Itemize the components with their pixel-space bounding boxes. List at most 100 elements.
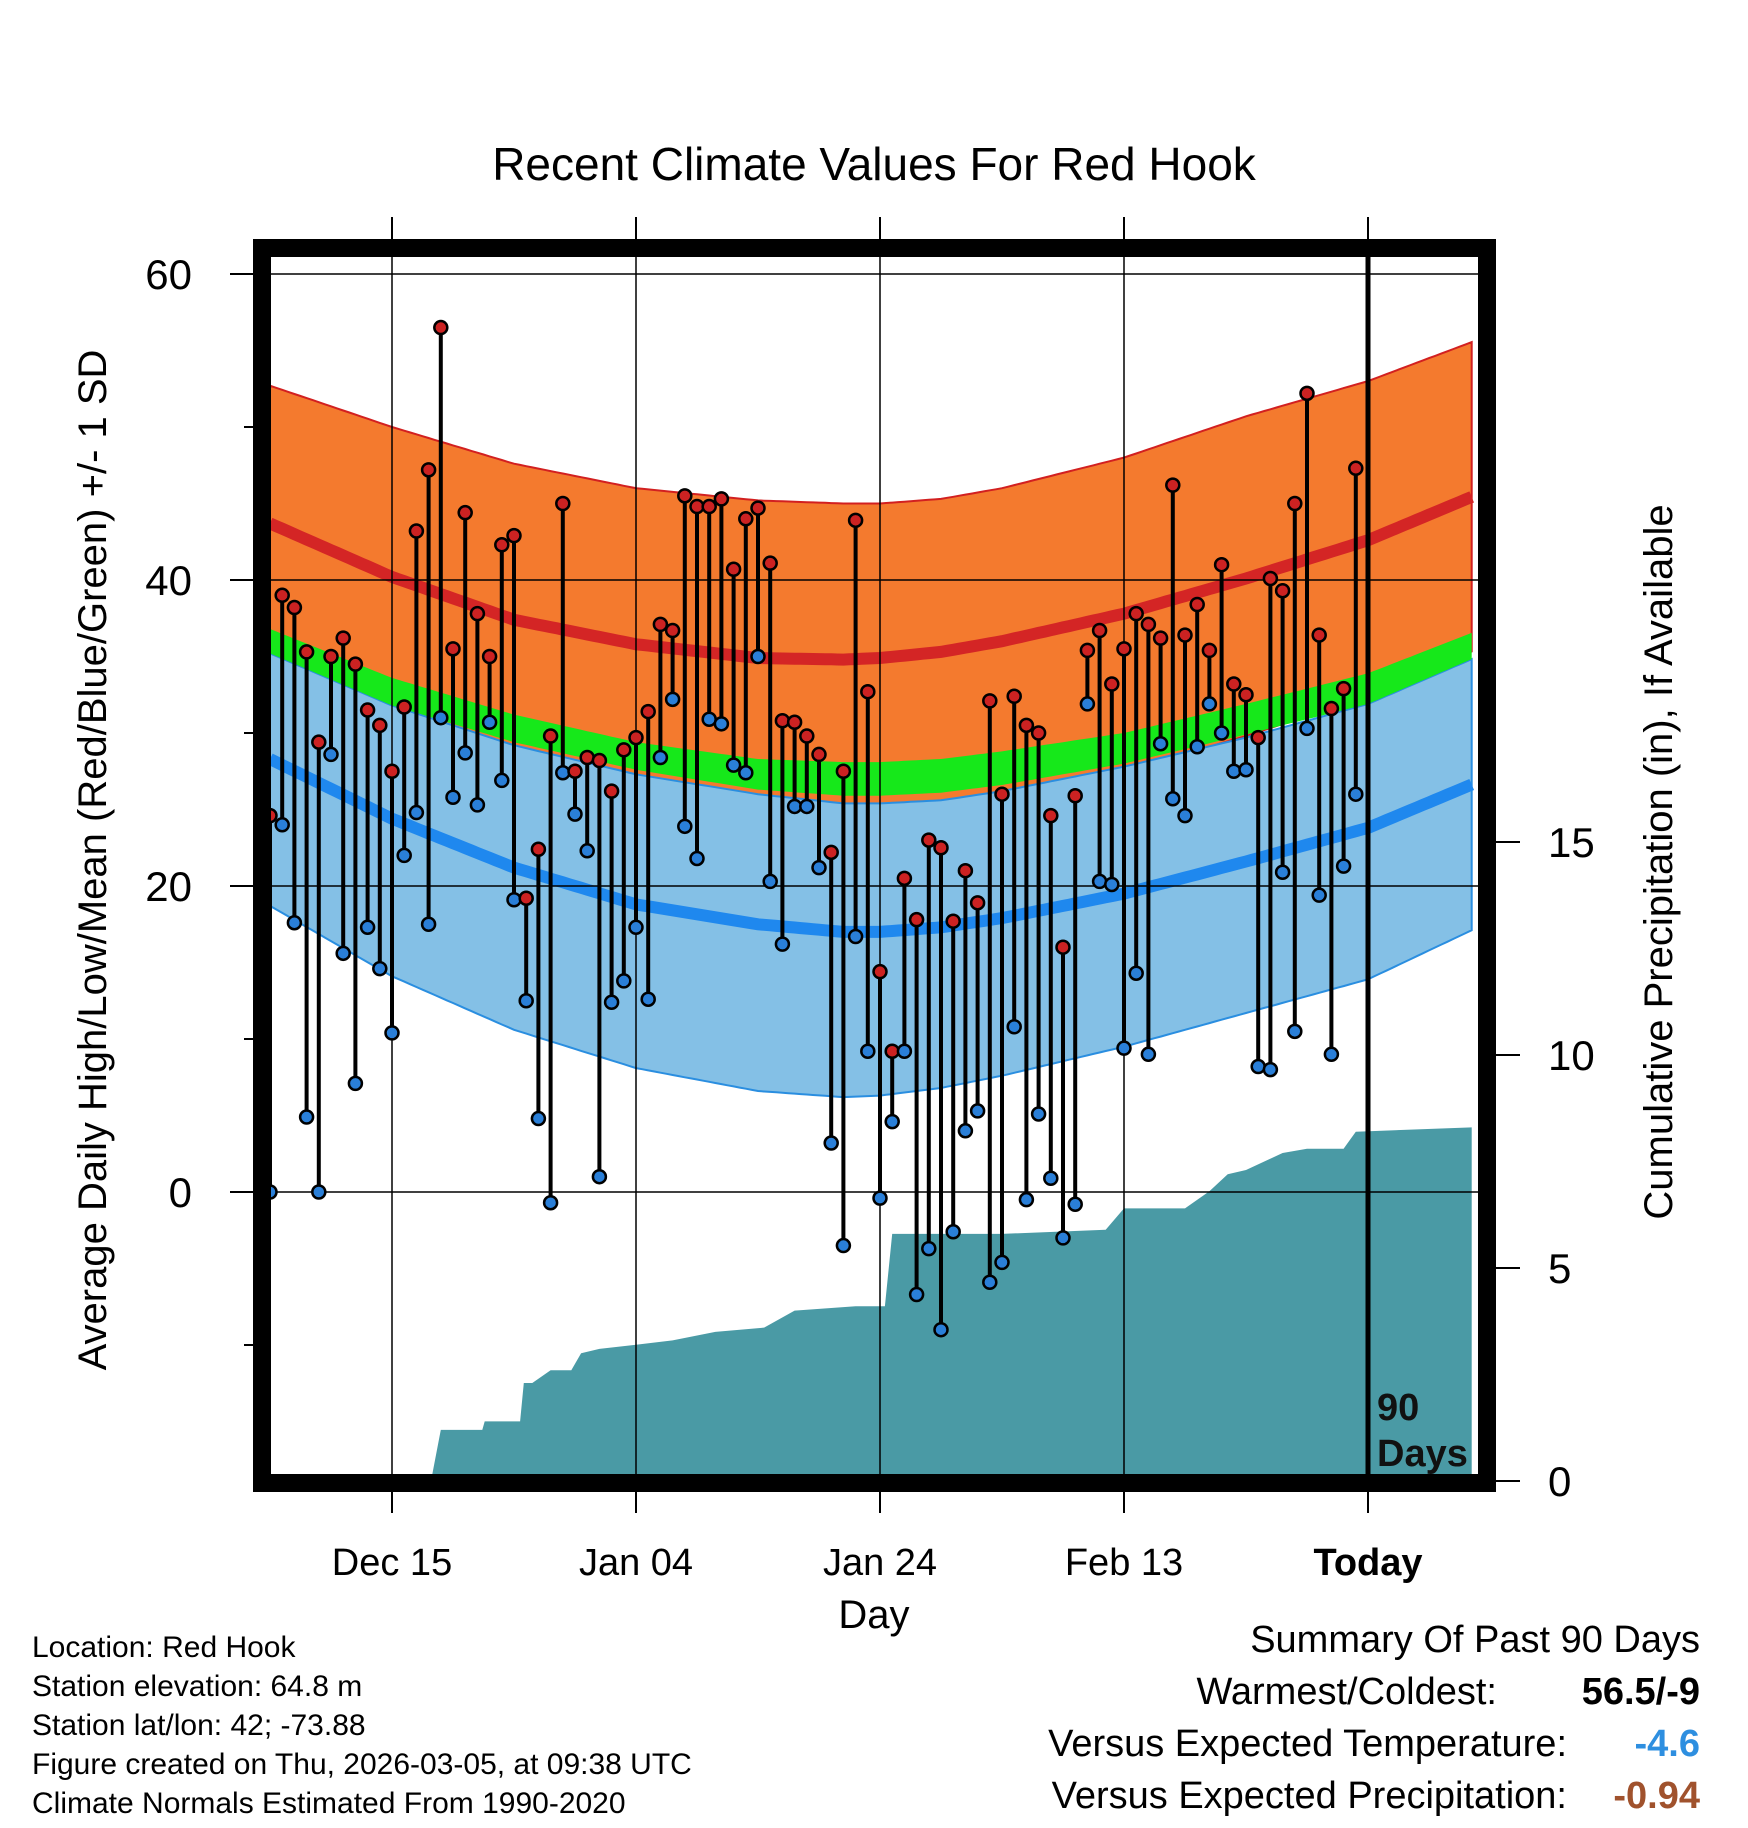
low-point — [420, 916, 437, 932]
high-point — [567, 763, 583, 779]
high-point — [872, 963, 888, 980]
high-point — [311, 734, 327, 750]
high-point — [921, 832, 937, 848]
low-point — [1250, 1058, 1266, 1075]
low-point — [372, 960, 388, 977]
climate-normal-bands — [267, 340, 1475, 1099]
high-point — [603, 783, 620, 799]
x-tick-label: Dec 15 — [332, 1542, 452, 1584]
low-point — [799, 798, 815, 815]
high-point — [811, 746, 827, 763]
high-point — [957, 862, 974, 879]
low-point — [945, 1224, 961, 1240]
high-point — [1006, 688, 1022, 705]
high-point — [445, 641, 461, 657]
high-point — [579, 749, 595, 766]
high-point — [1104, 676, 1120, 692]
high-point — [396, 699, 412, 715]
summary-temp-label: Versus Expected Temperature: — [1048, 1723, 1567, 1765]
high-point — [1311, 627, 1327, 643]
high-point — [1018, 717, 1035, 734]
y-tick-label-right: 15 — [1548, 819, 1595, 866]
info-elevation: Station elevation: 64.8 m — [32, 1670, 362, 1703]
high-point — [1323, 700, 1340, 717]
low-point — [1091, 873, 1108, 890]
high-point — [799, 728, 815, 744]
high-point — [1213, 556, 1230, 573]
high-point — [298, 644, 315, 660]
low-point — [725, 757, 742, 773]
high-point — [1043, 807, 1059, 824]
low-point — [1213, 725, 1230, 741]
low-point — [469, 797, 486, 813]
low-point — [750, 648, 766, 665]
x-tick-label: Today — [1313, 1542, 1422, 1584]
high-point — [1091, 622, 1108, 639]
high-point — [384, 763, 400, 779]
high-point — [994, 786, 1010, 802]
high-point — [823, 844, 839, 861]
high-point — [1116, 641, 1132, 657]
low-point — [860, 1043, 876, 1059]
high-point — [494, 537, 510, 553]
summary-precip-value: -0.94 — [1613, 1775, 1700, 1817]
mean-sd-band — [270, 629, 1472, 796]
high-point — [750, 500, 766, 516]
high-point — [542, 728, 559, 744]
high-point — [274, 587, 290, 604]
high-point — [896, 870, 913, 887]
low-point — [359, 919, 376, 936]
low-point — [445, 789, 461, 806]
low-point — [1311, 887, 1327, 903]
high-point — [1055, 939, 1071, 955]
low-point — [481, 714, 498, 731]
low-point — [1006, 1019, 1022, 1035]
high-point — [1348, 460, 1364, 477]
y-tick-label-left: 0 — [169, 1169, 192, 1216]
low-point — [494, 772, 510, 789]
high-point — [1201, 642, 1218, 659]
x-axis-label: Day — [838, 1593, 909, 1637]
low-point — [1079, 696, 1096, 712]
low-point — [1043, 1170, 1059, 1186]
low-point — [1067, 1196, 1083, 1212]
today-days-number: 90 — [1377, 1387, 1419, 1429]
low-point — [1165, 791, 1181, 807]
x-tick-label: Jan 24 — [823, 1542, 937, 1584]
low-point — [1299, 720, 1315, 737]
high-point — [591, 752, 608, 769]
high-point — [1030, 725, 1047, 741]
low-point — [835, 1237, 852, 1254]
high-point — [420, 462, 437, 478]
today-marker: 90 Days — [1365, 248, 1468, 1483]
low-point — [1323, 1046, 1340, 1063]
daily-temperature-marks — [262, 319, 1364, 1338]
low-point — [1189, 739, 1205, 755]
today-days-label: Days — [1377, 1433, 1468, 1475]
high-point — [640, 703, 656, 720]
high-point — [713, 491, 730, 507]
low-point — [298, 1109, 315, 1125]
high-point — [286, 599, 303, 616]
high-point — [738, 511, 754, 527]
info-normals-period: Climate Normals Estimated From 1990-2020 — [32, 1787, 626, 1820]
axis-ticks: Dec 15 Jan 04 Jan 24 Feb 13 Today 0 20 40 60 0 5 10… — [145, 217, 1595, 1584]
low-point — [1128, 965, 1144, 981]
info-latlon: Station lat/lon: 42; -73.88 — [32, 1709, 366, 1742]
low-point — [1348, 786, 1364, 802]
high-point — [506, 527, 522, 544]
low-point — [908, 1286, 925, 1303]
y-tick-label-left: 20 — [145, 863, 192, 910]
high-point — [1238, 687, 1254, 703]
low-point — [555, 765, 571, 781]
y-axis-label-left: Average Daily High/Low/Mean (Red/Blue/Gr… — [71, 350, 115, 1371]
low-point — [1226, 763, 1242, 779]
high-point — [725, 561, 742, 578]
low-point — [396, 847, 412, 864]
high-point — [518, 890, 534, 906]
high-point — [323, 648, 339, 665]
high-point — [860, 683, 876, 700]
chart-title: Recent Climate Values For Red Hook — [492, 138, 1257, 190]
low-point — [1152, 735, 1169, 752]
y-axis-label-right: Cumulative Precipitation (in), If Availa… — [1637, 504, 1681, 1219]
